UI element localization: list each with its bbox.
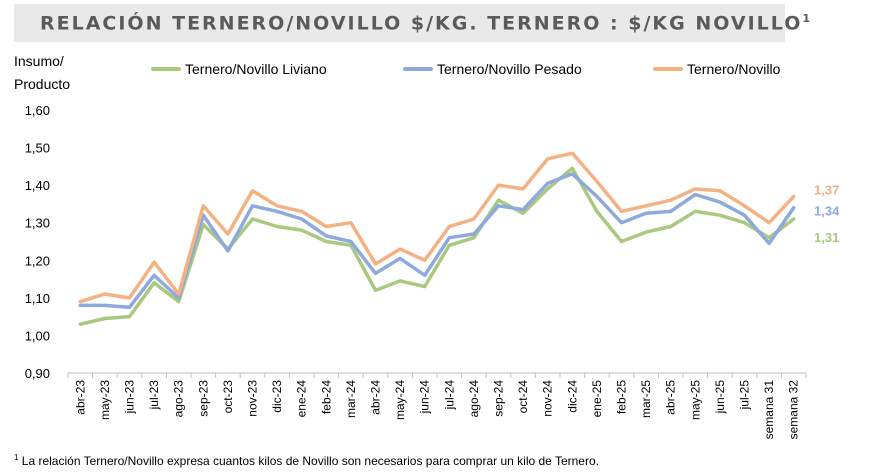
footnote: 1 La relación Ternero/Novillo expresa cu…: [14, 453, 599, 468]
x-tick-label: nov-24: [541, 380, 555, 417]
legend-swatch-liviano: [151, 67, 181, 71]
end-label-ternero-novillo: 1,37: [814, 182, 839, 197]
x-tick-label: nov-23: [246, 380, 260, 417]
x-tick-label: jul-23: [147, 380, 161, 411]
y-tick-label: 1,50: [25, 141, 50, 156]
legend-label-ternero-novillo: Ternero/Novillo: [687, 61, 781, 77]
y-tick-label: 1,40: [25, 178, 50, 193]
x-tick-label: jun-25: [713, 380, 727, 415]
x-tick-label: ago-23: [172, 380, 186, 418]
legend-item-liviano: Ternero/Novillo Liviano: [151, 61, 327, 77]
y-tick-label: 1,10: [25, 291, 50, 306]
x-tick-label: jun-24: [418, 380, 432, 415]
series-line-liviano: [78, 166, 796, 326]
x-tick-label: oct-23: [221, 380, 235, 414]
y-tick-label: 1,60: [25, 103, 50, 118]
x-tick-label: feb-24: [319, 380, 333, 414]
x-tick-label: mar-24: [344, 380, 358, 418]
legend-label-pesado: Ternero/Novillo Pesado: [437, 61, 582, 77]
x-tick-label: semana 31: [762, 380, 776, 440]
x-tick-label: ene-25: [590, 380, 604, 418]
legend-swatch-pesado: [403, 67, 433, 71]
y-tick-label: 1,20: [25, 253, 50, 268]
x-tick-label: may-25: [688, 380, 702, 420]
x-tick-label: jul-24: [442, 380, 456, 411]
x-tick-label: feb-25: [615, 380, 629, 414]
legend-label-liviano: Ternero/Novillo Liviano: [185, 61, 327, 77]
x-tick-label: abr-24: [369, 380, 383, 415]
title-bar: RELACIÓN TERNERO/NOVILLO $/KG. TERNERO :…: [14, 4, 810, 42]
x-tick-label: dic-23: [270, 380, 284, 413]
legend-item-pesado: Ternero/Novillo Pesado: [403, 61, 582, 77]
y-tick-label: 0,90: [25, 366, 50, 381]
legend-item-ternero-novillo: Ternero/Novillo: [653, 61, 780, 77]
x-tick-label: sep-24: [492, 380, 506, 417]
x-tick-label: ago-24: [467, 380, 481, 418]
x-tick-label: abr-23: [73, 380, 87, 415]
x-tick-label: dic-24: [565, 380, 579, 413]
y-tick-label: 1,30: [25, 216, 50, 231]
series-line-ternero-novillo: [78, 151, 796, 304]
series-line-pesado: [78, 172, 796, 310]
y-tick-label: 1,00: [25, 328, 50, 343]
x-tick-label: mar-25: [639, 380, 653, 418]
chart-title: RELACIÓN TERNERO/NOVILLO $/KG. TERNERO :…: [40, 12, 811, 35]
x-tick-label: semana 32: [787, 380, 801, 440]
end-label-liviano: 1,31: [814, 230, 839, 245]
x-tick-label: jun-23: [123, 380, 137, 415]
x-tick-label: sep-23: [196, 380, 210, 417]
x-tick-label: may-23: [98, 380, 112, 420]
x-tick-label: jul-25: [738, 380, 752, 411]
x-tick-label: ene-24: [295, 380, 309, 418]
x-tick-label: oct-24: [516, 380, 530, 414]
legend-swatch-ternero-novillo: [653, 67, 683, 71]
y-axis-label: Insumo/ Producto: [14, 53, 71, 92]
end-label-pesado: 1,34: [814, 204, 840, 219]
x-tick-label: may-24: [393, 380, 407, 420]
x-tick-label: abr-25: [664, 380, 678, 415]
